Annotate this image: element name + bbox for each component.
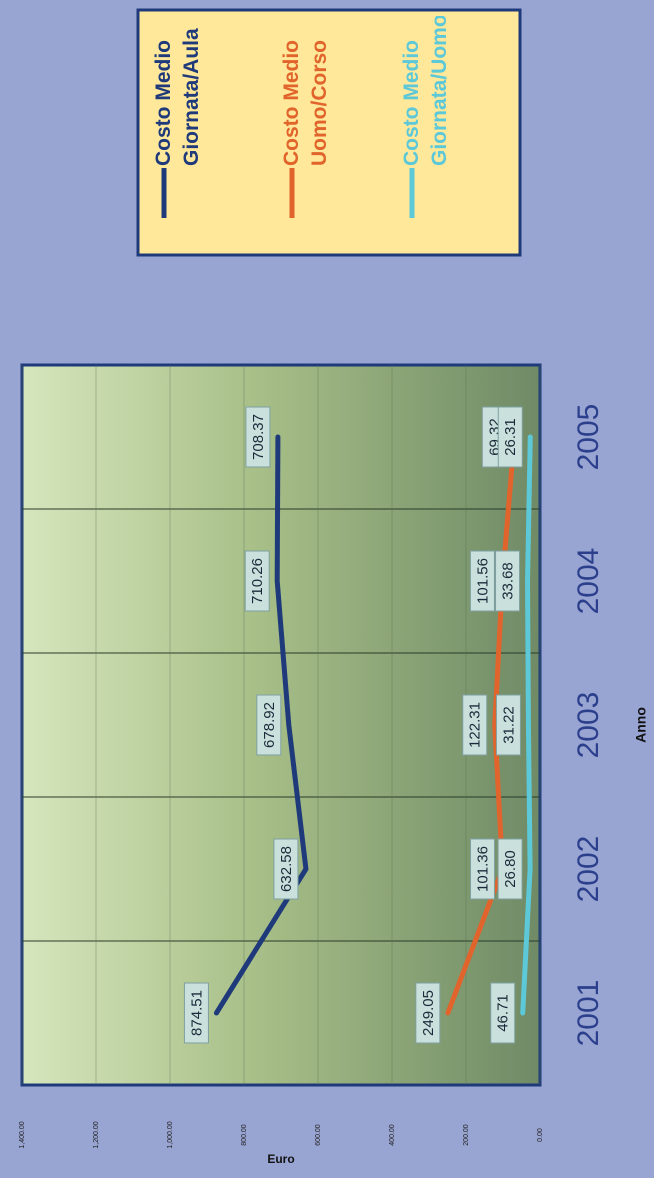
legend-label: Costo Medio Giornata/Uomo [400,16,451,166]
legend-label: Costo Medio Uomo/Corso [280,40,331,166]
data-label-box [490,982,516,1044]
x-tick-label: 2001 [572,980,605,1047]
data-label-box [497,406,523,468]
data-label: 708.37 [250,414,267,460]
data-label-box [462,694,488,756]
legend-entry: Costo Medio Giornata/Uomo [400,16,451,166]
data-label: 632.58 [278,846,295,892]
legend-entry: Costo Medio Uomo/Corso [280,40,331,166]
x-axis-label: Anno [633,707,649,743]
series-line [445,434,517,1016]
data-label-box [469,838,495,900]
data-label: 874.51 [188,990,205,1036]
y-tick-label: 800.00 [241,1124,248,1146]
series-line [213,434,309,1016]
data-label-box [469,550,495,612]
y-tick-label: 200.00 [463,1124,470,1146]
data-label: 101.56 [474,558,491,604]
x-tick-label: 2002 [572,836,605,903]
data-label: 26.31 [502,418,519,456]
data-label-box [495,694,521,756]
x-tick-label: 2003 [572,692,605,759]
data-label: 678.92 [261,702,278,748]
data-label-box [183,982,209,1044]
data-label: 710.26 [249,558,266,604]
data-label: 26.80 [502,850,519,888]
y-tick-label: 0.00 [537,1128,544,1142]
y-tick-label: 1,400.00 [19,1121,26,1148]
legend-box [136,8,522,257]
data-label-box [495,550,521,612]
data-label: 249.05 [420,990,437,1036]
data-label: 46.71 [495,994,512,1032]
data-label-box [497,838,523,900]
x-tick-label: 2004 [572,548,605,615]
data-label: 122.31 [467,702,484,748]
y-tick-label: 600.00 [315,1124,322,1146]
legend-entry: Costo Medio Giornata/Aula [152,28,203,166]
x-tick-label: 2005 [572,404,605,471]
data-label-box [256,694,282,756]
data-label-box [245,406,271,468]
y-tick-label: 1,200.00 [93,1121,100,1148]
rotated-chart: Anno Euro 0.00 200.00 400.00 600.00 800.00 1,… [19,8,649,1166]
data-label: 31.22 [500,706,517,744]
legend-label: Costo Medio Giornata/Aula [152,28,203,166]
y-tick-label: 1,000.00 [167,1121,174,1148]
data-label-box [273,838,299,900]
data-label: 33.68 [500,562,517,600]
data-label-box [244,550,270,612]
series-line [520,434,533,1016]
data-label-box [415,982,441,1044]
y-tick-label: 400.00 [389,1124,396,1146]
y-axis-label: Euro [267,1152,294,1166]
data-label: 101.36 [474,846,491,892]
